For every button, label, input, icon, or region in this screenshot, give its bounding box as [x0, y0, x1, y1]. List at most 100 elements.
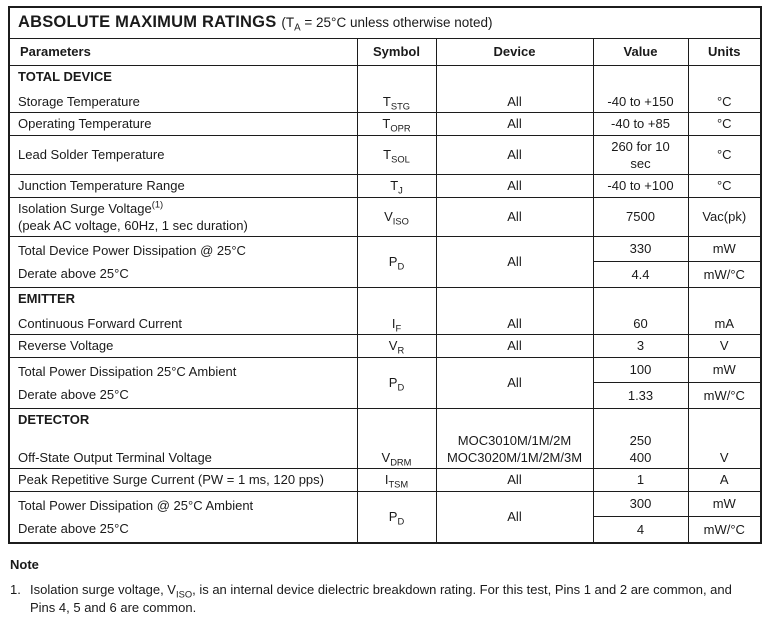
device-cell-continuous-forward-current: All — [435, 286, 594, 335]
symbol-base: T — [382, 93, 391, 109]
param-cell-emitter-power-dissipation: Total Power Dissipation 25°C Ambient Der… — [8, 356, 358, 409]
device-cell-reverse-voltage: All — [435, 333, 594, 358]
row-total-device-derate: 4.4 mW/°C — [9, 261, 762, 288]
table-title-row: ABSOLUTE MAXIMUM RATINGS (TA = 25°C unles… — [8, 6, 762, 39]
units-cell-pd-emitter-derate: mW/°C — [687, 382, 762, 409]
row-operating-temperature: Operating Temperature TOPR All -40 to +8… — [8, 111, 762, 136]
units-cell-reverse-voltage: V — [687, 333, 762, 358]
units-cell-storage-temperature: °C — [687, 64, 762, 113]
symbol-base: T — [390, 178, 399, 193]
column-header-device: Device — [435, 37, 594, 66]
param-text: Isolation Surge Voltage — [18, 200, 152, 216]
symbol-cell-operating-temperature: TOPR — [356, 111, 437, 136]
row-emitter-derate: 1.33 mW/°C — [9, 382, 762, 409]
symbol-cell-total-device-power-dissipation: PD — [356, 235, 437, 288]
param-pd-line1: Total Device Power Dissipation @ 25°C — [18, 242, 246, 258]
value-moc3010m-group: 250 — [629, 432, 652, 448]
row-detector-power-dissipation: Total Power Dissipation @ 25°C Ambient D… — [8, 490, 762, 543]
section-heading-total-device: TOTAL DEVICE — [18, 68, 112, 84]
symbol-subscript: J — [398, 185, 403, 196]
symbol-cell-isolation-surge-voltage: VISO — [356, 196, 437, 237]
section-heading-emitter: EMITTER — [18, 290, 76, 306]
column-header-symbol: Symbol — [356, 37, 437, 66]
param-cell-operating-temperature: Operating Temperature — [8, 111, 358, 136]
symbol-cell-continuous-forward-current: IF — [356, 286, 437, 335]
row-total-device-power-dissipation: Total Device Power Dissipation @ 25°C De… — [8, 235, 762, 288]
title-condition-post: = 25°C unless otherwise noted) — [300, 15, 493, 31]
symbol-cell-lead-solder-temperature: TSOL — [356, 134, 437, 175]
param-cell-detector-power-dissipation: Total Power Dissipation @ 25°C Ambient D… — [8, 490, 358, 543]
param-cell-off-state-output-terminal-voltage: DETECTOR Off-State Output Terminal Volta… — [8, 407, 358, 469]
absolute-maximum-ratings-table: ABSOLUTE MAXIMUM RATINGS (TA = 25°C unles… — [8, 6, 763, 544]
value-cell-lead-solder-temperature: 260 for 10 sec — [592, 134, 689, 175]
units-cell-pd-total-derate: mW/°C — [687, 261, 762, 288]
table-title: ABSOLUTE MAXIMUM RATINGS (TA = 25°C unles… — [8, 6, 762, 39]
value-cell-peak-repetitive-surge-current: 1 — [592, 467, 689, 492]
symbol-base: V — [388, 338, 398, 353]
device-cell-junction-temperature-range: All — [435, 173, 594, 198]
value-cell-reverse-voltage: 3 — [592, 333, 689, 358]
symbol-subscript: D — [397, 382, 405, 393]
row-detector-derate: 4 mW/°C — [9, 516, 762, 543]
units-cell-operating-temperature: °C — [687, 111, 762, 136]
value-moc3020m-group: 400 — [629, 449, 652, 465]
value-cell-pd-emitter-100: 100 — [592, 356, 689, 383]
param-cell-peak-repetitive-surge-current: Peak Repetitive Surge Current (PW = 1 ms… — [8, 467, 358, 492]
units-cell-continuous-forward-current: mA — [687, 286, 762, 335]
units-cell-peak-repetitive-surge-current: A — [687, 467, 762, 492]
param-pd-line2: Derate above 25°C — [18, 386, 129, 402]
symbol-base: P — [388, 375, 398, 390]
units-cell-pd-detector-derate: mW/°C — [687, 516, 762, 543]
symbol-subscript: STG — [390, 101, 411, 112]
value-cell-pd-total-derate: 4.4 — [592, 261, 689, 288]
device-moc3020m-group: MOC3020M/1M/2M/3M — [446, 449, 583, 465]
datasheet-page: ABSOLUTE MAXIMUM RATINGS (TA = 25°C unles… — [8, 6, 763, 615]
units-cell-pd-emitter-mw: mW — [687, 356, 762, 383]
param-off-state-output-terminal-voltage: Off-State Output Terminal Voltage — [18, 449, 212, 465]
symbol-cell-off-state-output-terminal-voltage: VDRM — [356, 407, 437, 469]
param-isolation-line2: (peak AC voltage, 60Hz, 1 sec duration) — [18, 217, 248, 233]
note-text-pre: Isolation surge voltage, V — [30, 581, 176, 597]
row-off-state-output-terminal-voltage: DETECTOR Off-State Output Terminal Volta… — [8, 407, 762, 469]
param-pd-line2: Derate above 25°C — [18, 265, 129, 281]
device-cell-off-state-output-terminal-voltage: MOC3010M/1M/2M MOC3020M/1M/2M/3M — [435, 407, 594, 469]
note-text: Isolation surge voltage, VISO, is an int… — [30, 581, 760, 617]
symbol-base: V — [384, 209, 393, 224]
row-emitter-power-dissipation: Total Power Dissipation 25°C Ambient Der… — [8, 356, 762, 409]
units-cell-junction-temperature-range: °C — [687, 173, 762, 198]
symbol-base: I — [391, 315, 396, 331]
symbol-subscript: TSM — [388, 479, 409, 490]
param-cell-storage-temperature: TOTAL DEVICE Storage Temperature — [8, 64, 358, 113]
value-cell-junction-temperature-range: -40 to +100 — [592, 173, 689, 198]
note-reference-superscript: (1) — [151, 199, 164, 210]
column-header-parameters: Parameters — [8, 37, 358, 66]
symbol-cell-junction-temperature-range: TJ — [356, 173, 437, 198]
row-storage-temperature: TOTAL DEVICE Storage Temperature TSTG Al… — [8, 64, 762, 113]
device-cell-lead-solder-temperature: All — [435, 134, 594, 175]
param-cell-reverse-voltage: Reverse Voltage — [8, 333, 358, 358]
device-cell-detector-power-dissipation: All — [435, 490, 594, 543]
param-cell-total-device-power-dissipation: Total Device Power Dissipation @ 25°C De… — [8, 235, 358, 288]
symbol-subscript: D — [397, 516, 405, 527]
param-storage-temperature: Storage Temperature — [18, 93, 140, 109]
symbol-subscript: D — [397, 261, 405, 272]
row-isolation-surge-voltage: Isolation Surge Voltage(1) (peak AC volt… — [8, 196, 762, 237]
param-continuous-forward-current: Continuous Forward Current — [18, 315, 183, 331]
symbol-subscript: ISO — [392, 216, 409, 227]
units-cell-lead-solder-temperature: °C — [687, 134, 762, 175]
row-continuous-forward-current: EMITTER Continuous Forward Current IF Al… — [8, 286, 762, 335]
param-isolation-line1: Isolation Surge Voltage(1) — [18, 199, 349, 217]
device-cell-isolation-surge-voltage: All — [435, 196, 594, 237]
symbol-base: P — [388, 509, 398, 524]
symbol-cell-detector-power-dissipation: PD — [356, 490, 437, 543]
symbol-subscript: F — [395, 323, 402, 334]
device-cell-peak-repetitive-surge-current: All — [435, 467, 594, 492]
value-cell-pd-total-330: 330 — [592, 235, 689, 262]
symbol-cell-reverse-voltage: VR — [356, 333, 437, 358]
units-cell-pd-total-mw: mW — [687, 235, 762, 262]
symbol-base: T — [382, 116, 391, 131]
device-cell-storage-temperature: All — [435, 64, 594, 113]
value-cell-isolation-surge-voltage: 7500 — [592, 196, 689, 237]
title-condition-sub: A — [294, 22, 301, 34]
row-reverse-voltage: Reverse Voltage VR All 3 V — [8, 333, 762, 358]
